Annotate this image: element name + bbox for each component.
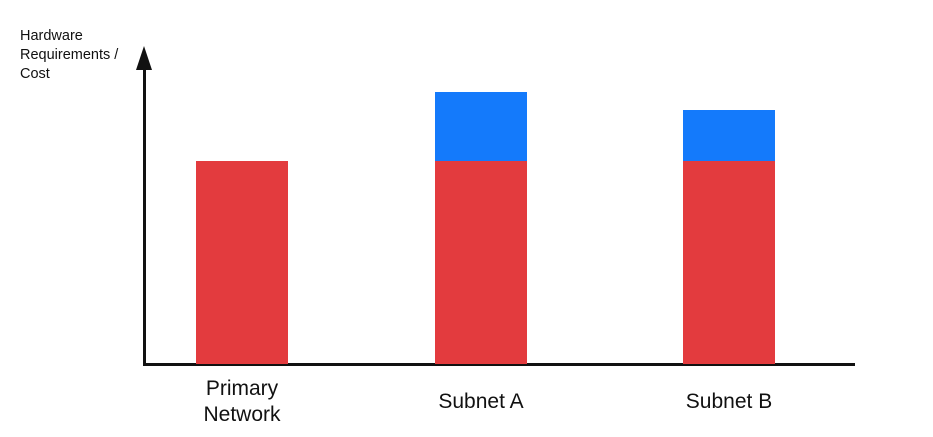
category-label-1: Subnet A (438, 390, 524, 413)
y-axis-line (143, 60, 146, 366)
y-axis-label-line-2: Requirements / (20, 47, 119, 63)
bar-segment-blue-top-segment-2 (683, 110, 775, 161)
y-axis-label-line-1: Hardware (20, 28, 83, 44)
category-label-0: Primary Network (203, 377, 281, 426)
y-axis-label: Hardware Requirements / Cost (20, 27, 118, 84)
y-axis-arrowhead-icon (136, 46, 152, 70)
category-label-2: Subnet B (685, 390, 773, 413)
bar-segment-blue-top-segment-1 (435, 91, 527, 161)
bar-segment-red-base-segment-0 (196, 161, 288, 364)
y-axis-label-line-3: Cost (20, 66, 50, 82)
bar-segment-red-base-segment-1 (435, 161, 527, 364)
x-axis-line (143, 363, 855, 366)
bar-segment-red-base-segment-2 (683, 161, 775, 364)
